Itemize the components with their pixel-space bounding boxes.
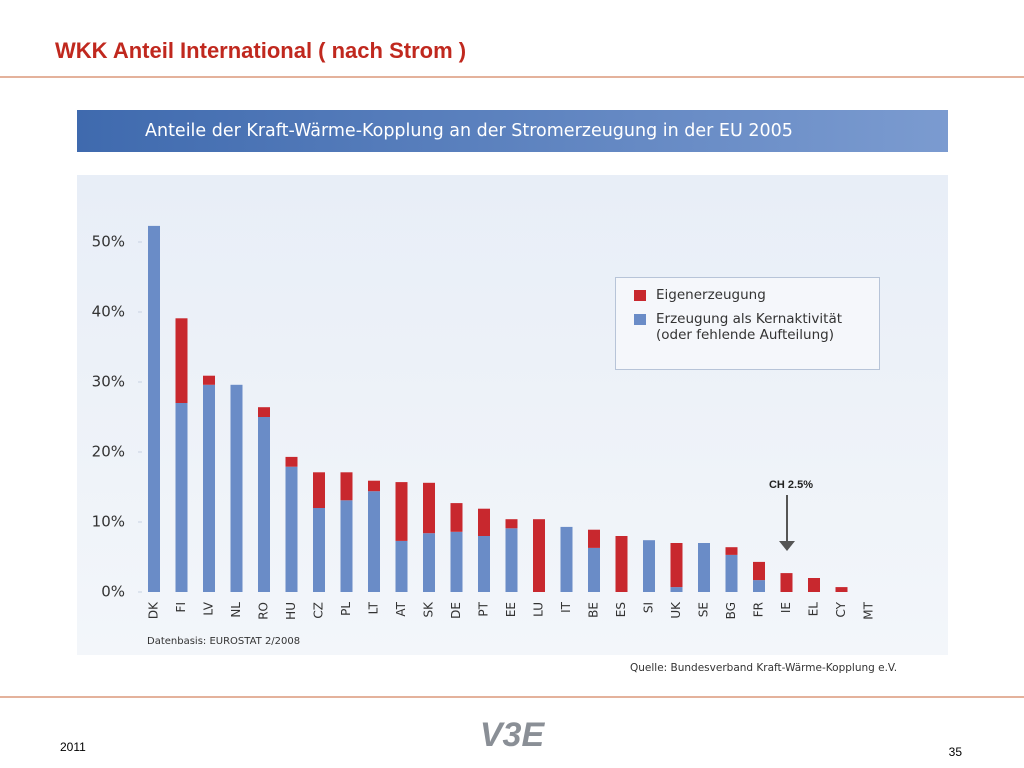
source-note: Datenbasis: EUROSTAT 2/2008: [147, 636, 300, 647]
legend-swatch: [634, 290, 646, 301]
bar-segment: [615, 536, 628, 592]
bar-segment: [395, 540, 408, 592]
x-tick-label: BG: [724, 602, 738, 619]
legend-label: Eigenerzeugung: [656, 287, 766, 303]
x-tick-label: DK: [147, 601, 161, 619]
bar-segment: [175, 403, 188, 592]
bar-segment: [450, 531, 463, 592]
logo: V3E: [480, 716, 546, 754]
chart-title: Anteile der Kraft-Wärme-Kopplung an der …: [145, 121, 793, 141]
x-tick-label: AT: [394, 601, 408, 616]
bar-segment: [643, 540, 655, 592]
bar-segment: [505, 528, 518, 592]
chart-banner: [77, 110, 948, 152]
page-number: 35: [949, 745, 963, 759]
bar-segment: [753, 561, 765, 581]
bar-segment: [258, 407, 270, 417]
credit-box: [625, 659, 887, 677]
bar-segment: [340, 472, 353, 501]
bar-segment: [203, 375, 215, 385]
x-tick-label: HU: [284, 602, 298, 620]
bar-segment: [698, 543, 710, 592]
legend-item: Eigenerzeugung: [634, 287, 869, 303]
bar-segment: [313, 508, 325, 592]
legend-swatch: [634, 314, 646, 325]
x-tick-label: RO: [257, 602, 271, 620]
x-tick-label: FI: [174, 602, 188, 612]
bar-segment: [285, 466, 298, 592]
bar-segment: [670, 587, 683, 592]
x-tick-label: PL: [339, 602, 353, 616]
bar-segment: [780, 573, 793, 592]
x-tick-label: DE: [449, 602, 463, 619]
bar-segment: [258, 417, 270, 592]
x-tick-label: BE: [587, 602, 601, 618]
x-tick-label: IT: [559, 601, 573, 613]
x-tick-label: CZ: [312, 602, 326, 619]
bar-segment: [423, 482, 435, 534]
slide-title: WKK Anteil International ( nach Strom ): [55, 38, 466, 63]
bar-segment: [395, 482, 408, 541]
bar-segment: [588, 547, 600, 592]
x-tick-label: SE: [697, 602, 711, 617]
x-tick-label: LU: [532, 602, 546, 617]
x-tick-label: SK: [422, 601, 436, 618]
x-tick-label: IE: [779, 602, 793, 613]
x-tick-label: CY: [834, 601, 848, 617]
y-tick-label: 20%: [92, 443, 125, 461]
bar-segment: [725, 554, 738, 592]
bar-segment: [505, 519, 518, 529]
x-tick-label: NL: [229, 602, 243, 618]
legend-label: Erzeugung als Kernaktivität (oder fehlen…: [656, 311, 843, 343]
x-tick-label: UK: [669, 601, 683, 619]
bar-segment: [588, 529, 600, 548]
bar-segment: [533, 519, 545, 592]
bar-segment: [368, 491, 380, 592]
x-tick-label: LV: [202, 601, 216, 615]
bar-segment: [423, 533, 435, 592]
bar-segment: [808, 578, 820, 592]
x-tick-label: EE: [504, 602, 518, 617]
bar-segment: [450, 503, 463, 532]
bar-segment: [340, 500, 353, 592]
y-tick-label: 50%: [92, 233, 125, 251]
bar-segment: [753, 580, 765, 592]
bar-segment: [148, 225, 160, 592]
bar-segment: [560, 526, 573, 592]
bar-segment: [478, 536, 490, 592]
x-tick-label: EL: [807, 602, 821, 617]
legend-item: Erzeugung als Kernaktivität (oder fehlen…: [634, 311, 869, 343]
x-tick-label: SI: [642, 602, 656, 613]
bar-segment: [285, 456, 298, 467]
bar-segment: [230, 384, 243, 592]
legend: Eigenerzeugung Erzeugung als Kernaktivitä…: [615, 277, 880, 370]
footer-year: 2011: [60, 740, 86, 754]
bar-segment: [313, 472, 325, 508]
x-tick-label: ES: [614, 602, 628, 617]
y-tick-label: 10%: [92, 513, 125, 531]
credit: Quelle: Bundesverband Kraft-Wärme-Kopplu…: [630, 662, 897, 674]
x-tick-label: LT: [367, 601, 381, 614]
y-tick-label: 30%: [92, 373, 125, 391]
bar-segment: [670, 543, 683, 588]
bar-segment: [725, 547, 738, 555]
x-tick-label: PT: [477, 601, 491, 616]
arrow-head: [779, 541, 795, 551]
x-tick-label: MT: [862, 601, 876, 619]
x-tick-label: FR: [752, 602, 766, 617]
bar-segment: [203, 384, 215, 592]
bar-segment: [478, 508, 490, 536]
bar-segment: [835, 587, 848, 592]
y-tick-label: 40%: [92, 303, 125, 321]
bar-segment: [368, 480, 380, 492]
annotation: CH 2.5%: [769, 479, 813, 491]
y-tick-label: 0%: [101, 583, 125, 601]
bar-segment: [175, 318, 188, 403]
